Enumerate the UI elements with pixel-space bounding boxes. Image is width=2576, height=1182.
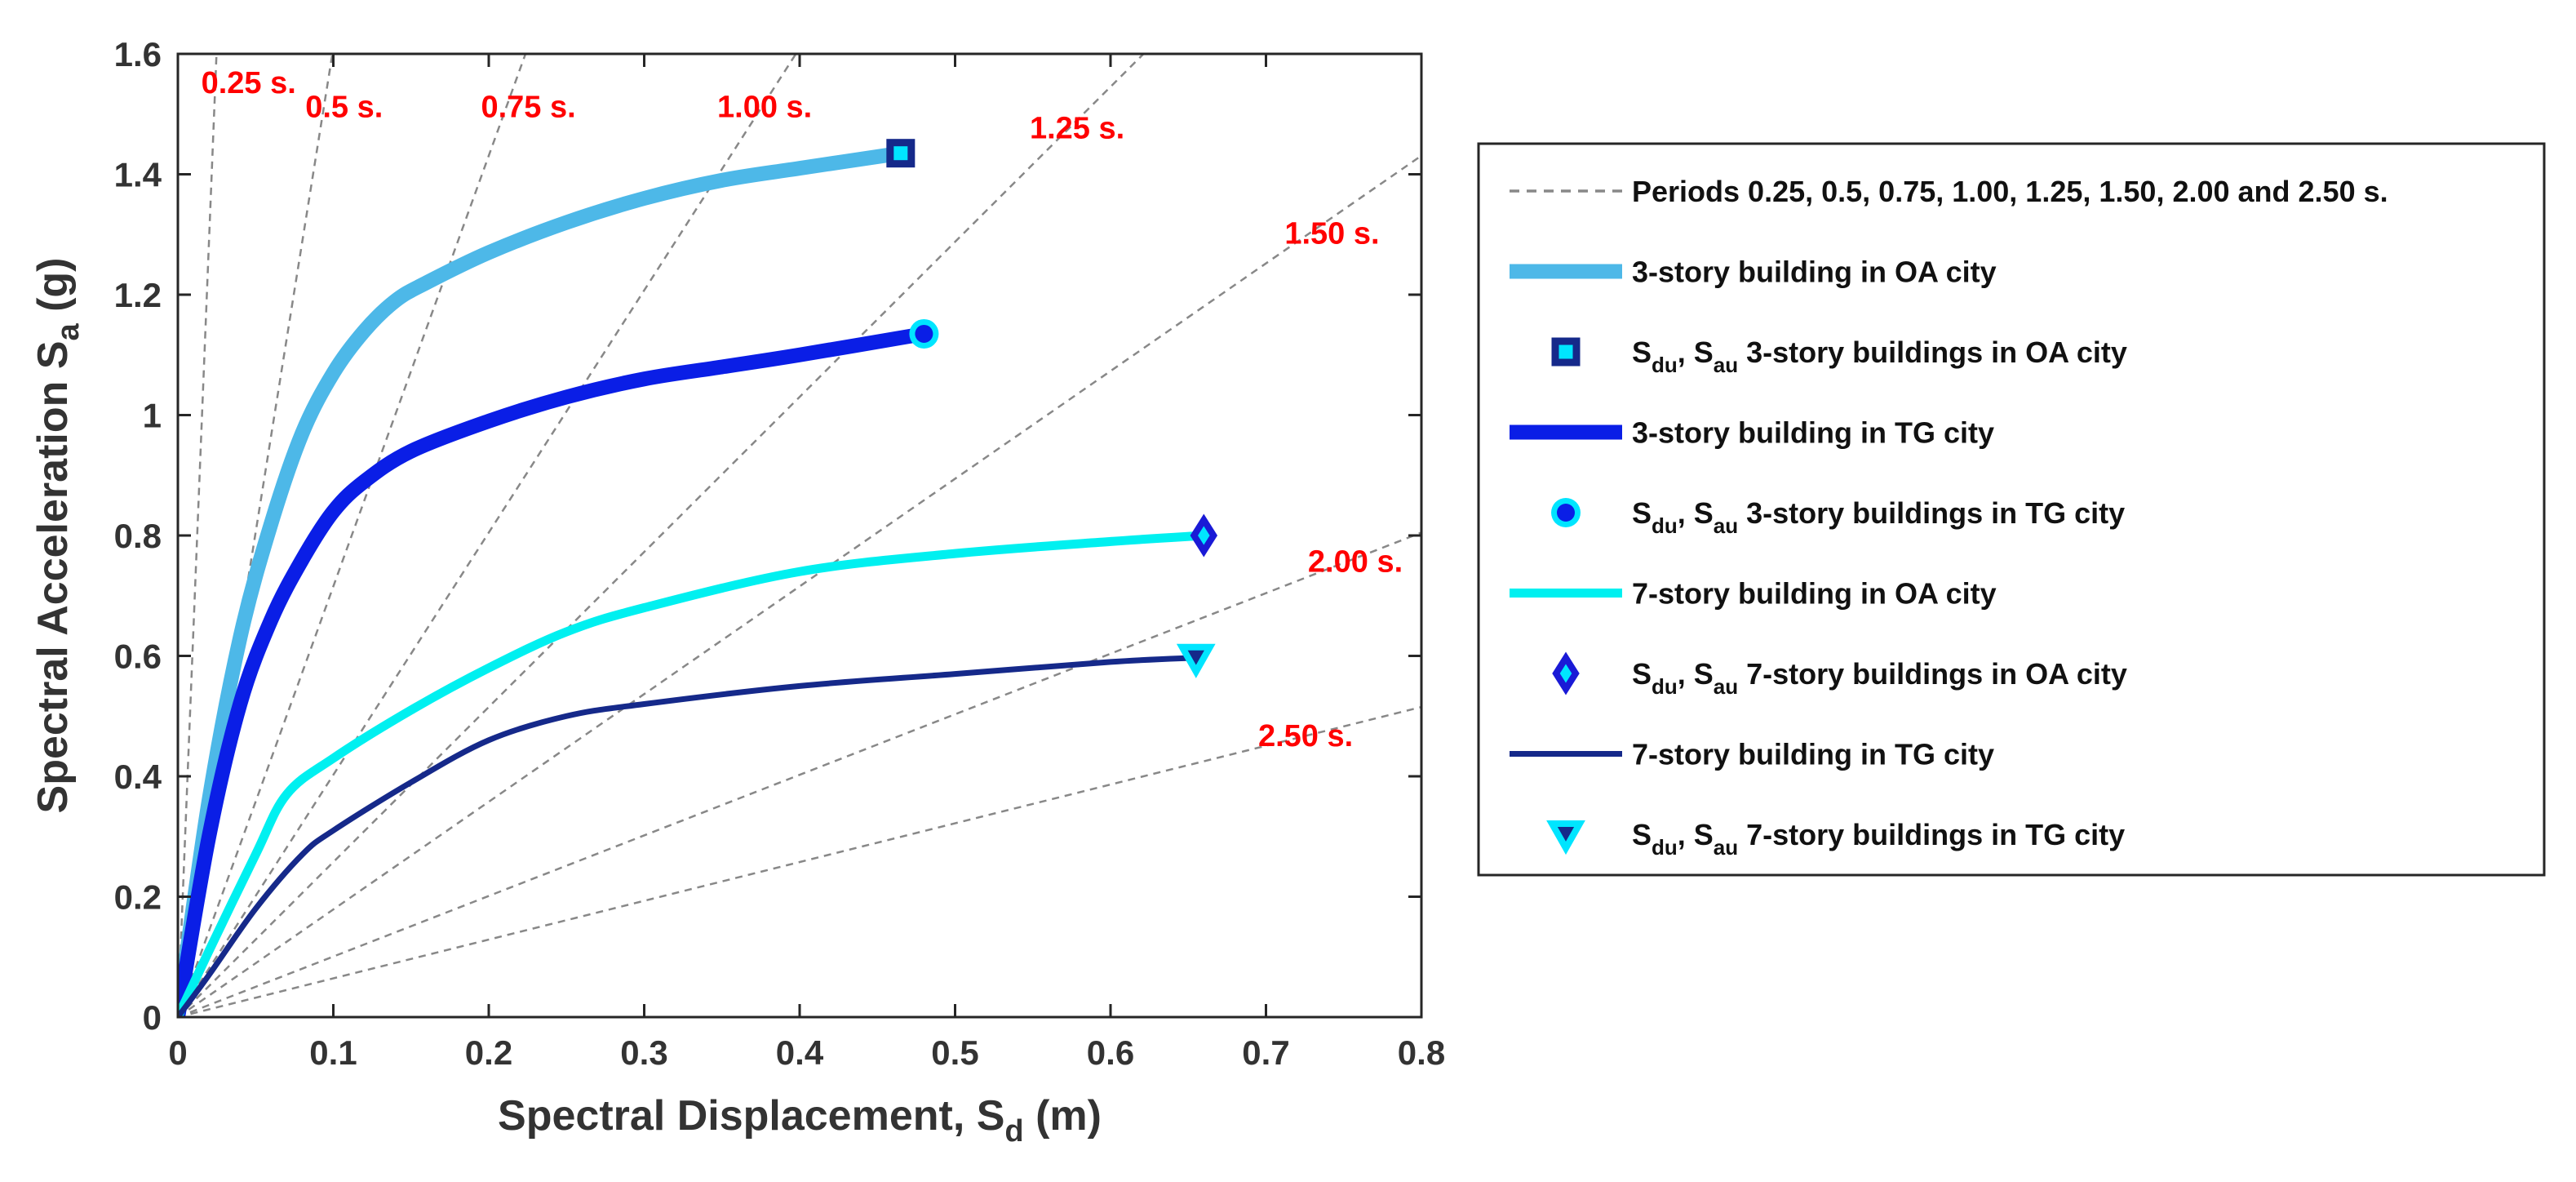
- period-line-2: [178, 531, 1421, 1017]
- legend-item: 3-story building in OA city: [1510, 256, 1997, 289]
- period-label: 2.00 s.: [1308, 544, 1403, 579]
- legend-label: 3-story building in OA city: [1632, 256, 1997, 289]
- legend-label: 7-story building in OA city: [1632, 577, 1997, 611]
- period-labels: 0.25 s. 0.5 s. 0.75 s. 1.00 s. 1.25 s. 1.50 s…: [202, 66, 1403, 753]
- legend-item: Sdu, Sau 3-story buildings in TG city: [1551, 496, 2125, 538]
- y-axis-title: Spectral Acceleration Sa (g): [29, 258, 86, 814]
- period-label: 1.50 s.: [1284, 216, 1379, 251]
- legend: Periods 0.25, 0.5, 0.75, 1.00, 1.25, 1.5…: [1510, 175, 2388, 860]
- legend-label: Sdu, Sau 3-story buildings in OA city: [1632, 335, 2127, 377]
- x-axis-title: Spectral Displacement, Sd (m): [498, 1092, 1102, 1149]
- legend-label: 7-story building in TG city: [1632, 738, 1994, 771]
- period-label: 1.00 s.: [717, 90, 812, 124]
- period-label: 0.5 s.: [305, 90, 383, 124]
- x-tick-label: 0.1: [309, 1033, 357, 1072]
- legend-item: Periods 0.25, 0.5, 0.75, 1.00, 1.25, 1.5…: [1510, 175, 2388, 208]
- legend-item: 7-story building in OA city: [1510, 577, 1997, 611]
- period-line-1.25: [178, 54, 1145, 1017]
- period-label: 2.50 s.: [1258, 719, 1353, 753]
- marker-triangle-down: [1176, 643, 1216, 678]
- period-lines: [178, 54, 1421, 1017]
- plot-area: [178, 54, 1421, 1017]
- period-line-1.5: [178, 154, 1421, 1017]
- legend-marker: [1551, 337, 1581, 367]
- y-tick-label: 0.2: [114, 878, 162, 917]
- period-line-0.75: [178, 54, 527, 1017]
- x-tick-label: 0.2: [465, 1033, 512, 1072]
- period-label: 0.75 s.: [481, 90, 575, 124]
- legend-label: Sdu, Sau 3-story buildings in TG city: [1632, 496, 2125, 538]
- period-line-2.5: [178, 705, 1421, 1017]
- legend-item: Sdu, Sau 7-story buildings in OA city: [1552, 651, 2127, 699]
- legend-label: Sdu, Sau 7-story buildings in TG city: [1632, 818, 2125, 860]
- legend-marker: [1546, 820, 1585, 855]
- x-tick-label: 0.6: [1087, 1033, 1134, 1072]
- y-tick-label: 0.6: [114, 638, 162, 676]
- data-markers: [886, 139, 1218, 678]
- legend-item: Sdu, Sau 7-story buildings in TG city: [1546, 818, 2125, 860]
- marker-square: [886, 139, 916, 168]
- legend-item: 7-story building in TG city: [1510, 738, 1994, 771]
- period-label: 0.25 s.: [202, 66, 296, 100]
- period-label: 1.25 s.: [1030, 111, 1124, 145]
- series-line-2: [178, 531, 1204, 1017]
- y-tick-label: 1.4: [114, 156, 162, 194]
- y-tick-label: 1.6: [114, 35, 162, 73]
- series-line-0: [178, 145, 902, 1017]
- series-line-3: [178, 655, 1196, 1017]
- y-tick-label: 1: [143, 397, 162, 435]
- x-tick-label: 0.3: [620, 1033, 667, 1072]
- legend-label: 3-story building in TG city: [1632, 416, 1994, 450]
- x-tick-label: 0.7: [1242, 1033, 1289, 1072]
- x-tick-label: 0.4: [776, 1033, 824, 1072]
- x-tick-label: 0: [168, 1033, 187, 1072]
- y-tick-label: 0.8: [114, 517, 162, 555]
- x-tick-label: 0.8: [1398, 1033, 1445, 1072]
- legend-label: Sdu, Sau 7-story buildings in OA city: [1632, 657, 2127, 699]
- marker-diamond: [1190, 513, 1218, 558]
- period-line-0.25: [178, 54, 218, 1017]
- series-line-1: [178, 327, 925, 1017]
- legend-item: 3-story building in TG city: [1510, 416, 1994, 450]
- period-line-1: [178, 54, 797, 1017]
- y-tick-label: 1.2: [114, 276, 162, 314]
- y-tick-label: 0: [143, 998, 162, 1037]
- legend-box: [1477, 142, 2546, 877]
- series-lines: [178, 145, 1204, 1017]
- axis-ticks: 0 0.1 0.2 0.3 0.4 0.5 0.6 0.7 0.8 0 0.2 0.4 0.6 0.8 1 1…: [114, 35, 1446, 1072]
- legend-marker: [1552, 651, 1580, 695]
- x-tick-label: 0.5: [931, 1033, 978, 1072]
- legend-item: Sdu, Sau 3-story buildings in OA city: [1551, 335, 2127, 377]
- legend-marker: [1551, 498, 1581, 527]
- y-tick-label: 0.4: [114, 758, 162, 796]
- legend-label: Periods 0.25, 0.5, 0.75, 1.00, 1.25, 1.5…: [1632, 175, 2388, 208]
- marker-circle: [909, 318, 939, 349]
